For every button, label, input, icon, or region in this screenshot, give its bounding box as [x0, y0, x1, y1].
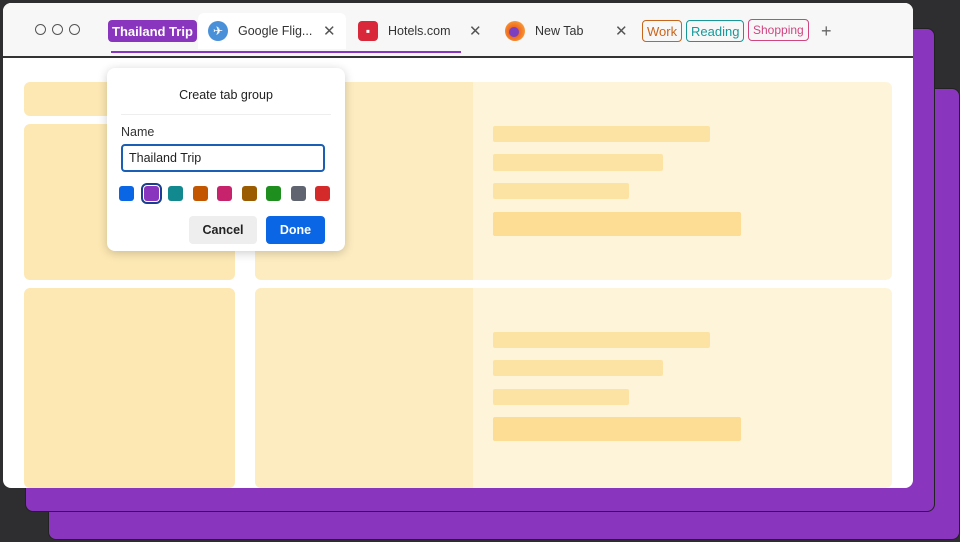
placeholder-line [493, 332, 710, 348]
tab-title: Hotels.com [388, 24, 451, 38]
tab-new-tab[interactable]: New Tab [505, 13, 583, 49]
tab-group-reading[interactable]: Reading [686, 20, 745, 42]
tab-title: New Tab [535, 24, 584, 38]
close-tab-icon[interactable]: ✕ [615, 23, 628, 40]
placeholder-block [24, 288, 235, 488]
placeholder-line [493, 360, 663, 376]
color-swatch[interactable] [290, 186, 306, 201]
tab-bar: Thailand Trip ✈ Google Flig... ✕ ▪ Hotel… [3, 3, 913, 58]
new-tab-button[interactable]: + [821, 21, 832, 41]
close-tab-icon[interactable]: ✕ [323, 23, 336, 40]
plane-icon: ✈ [208, 21, 228, 41]
placeholder-card [255, 82, 892, 280]
close-window-button[interactable] [35, 24, 46, 35]
group-name-input[interactable] [121, 144, 325, 172]
color-swatch[interactable] [217, 186, 232, 201]
divider [121, 114, 331, 115]
tab-group-work[interactable]: Work [642, 20, 683, 42]
placeholder-card [255, 288, 892, 488]
tab-google-flights[interactable]: ✈ Google Flig... [198, 13, 346, 49]
color-swatch[interactable] [266, 186, 281, 201]
placeholder-line [493, 417, 741, 441]
placeholder-line [493, 183, 629, 199]
dialog-title: Create tab group [179, 88, 273, 102]
browser-window: Thailand Trip ✈ Google Flig... ✕ ▪ Hotel… [3, 3, 913, 488]
placeholder-line [493, 389, 629, 405]
name-label: Name [121, 125, 155, 139]
done-button[interactable]: Done [266, 216, 325, 244]
color-swatch[interactable] [140, 183, 162, 204]
tab-group-thailand-trip[interactable]: Thailand Trip [108, 20, 197, 42]
placeholder-line [493, 212, 741, 236]
tab-hotels[interactable]: ▪ Hotels.com [358, 13, 451, 49]
color-swatch[interactable] [241, 186, 257, 201]
color-swatch[interactable] [119, 186, 134, 201]
color-picker [119, 183, 330, 204]
cancel-button[interactable]: Cancel [189, 216, 257, 244]
color-swatch[interactable] [168, 186, 183, 201]
create-tab-group-dialog: Create tab group Name Cancel Done [107, 68, 345, 251]
tab-title: Google Flig... [238, 24, 313, 38]
color-swatch[interactable] [315, 186, 330, 201]
group-underline [111, 51, 461, 53]
minimize-window-button[interactable] [52, 24, 63, 35]
tab-group-shopping[interactable]: Shopping [748, 19, 809, 41]
maximize-window-button[interactable] [69, 24, 80, 35]
placeholder-line [493, 154, 663, 171]
close-tab-icon[interactable]: ✕ [469, 23, 482, 40]
hotels-icon: ▪ [358, 21, 378, 41]
window-controls [35, 24, 80, 35]
firefox-icon [505, 21, 525, 41]
placeholder-line [493, 126, 710, 142]
color-swatch[interactable] [192, 186, 208, 201]
